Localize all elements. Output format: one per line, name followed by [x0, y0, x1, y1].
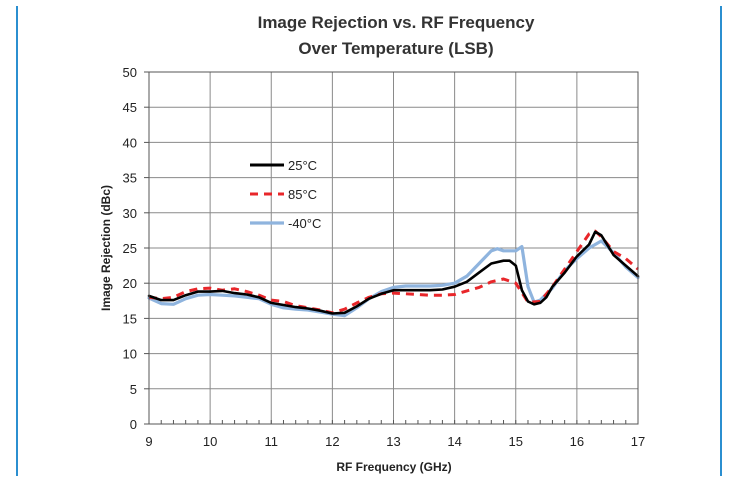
chart-frame: [16, 6, 722, 476]
x-axis-label: RF Frequency (GHz): [336, 460, 451, 474]
series-line-85c: [148, 229, 639, 315]
y-tick-label: 25: [123, 241, 137, 256]
y-tick-label: 35: [123, 171, 137, 186]
x-tick-label: 17: [631, 434, 645, 449]
y-axis-label: Image Rejection (dBc): [99, 185, 113, 311]
y-tick-labels: 0 5 10 15 20 25 30 35 40 45 50: [123, 65, 137, 432]
y-tick-label: 10: [123, 347, 137, 362]
legend: 25°C 85°C -40°C: [250, 158, 321, 231]
legend-label: 85°C: [288, 187, 317, 202]
chart-subtitle: Over Temperature (LSB): [298, 39, 493, 58]
x-tick-label: 14: [447, 434, 461, 449]
x-tick-label: 9: [145, 434, 152, 449]
x-tick-label: 16: [570, 434, 584, 449]
y-tick-label: 20: [123, 276, 137, 291]
plot-border: [148, 71, 639, 425]
y-tick-label: 30: [123, 206, 137, 221]
chart-title: Image Rejection vs. RF Frequency: [258, 13, 535, 32]
y-tick-label: 45: [123, 100, 137, 115]
y-tick-label: 0: [130, 417, 137, 432]
x-tick-labels: 9 10 11 12 13 14 15 16 17: [145, 434, 645, 449]
x-tick-label: 15: [509, 434, 523, 449]
x-tick-label: 12: [325, 434, 339, 449]
x-tick-label: 10: [203, 434, 217, 449]
series-layer: [147, 229, 640, 318]
legend-label: -40°C: [288, 216, 321, 231]
y-tick-label: 50: [123, 65, 137, 80]
y-tick-label: 15: [123, 311, 137, 326]
x-minor-ticks: [148, 420, 639, 424]
y-tick-label: 5: [130, 382, 137, 397]
y-tick-label: 40: [123, 135, 137, 150]
series-line-25c: [147, 230, 640, 315]
x-tick-label: 13: [386, 434, 400, 449]
legend-label: 25°C: [288, 158, 317, 173]
x-tick-label: 11: [265, 434, 279, 449]
